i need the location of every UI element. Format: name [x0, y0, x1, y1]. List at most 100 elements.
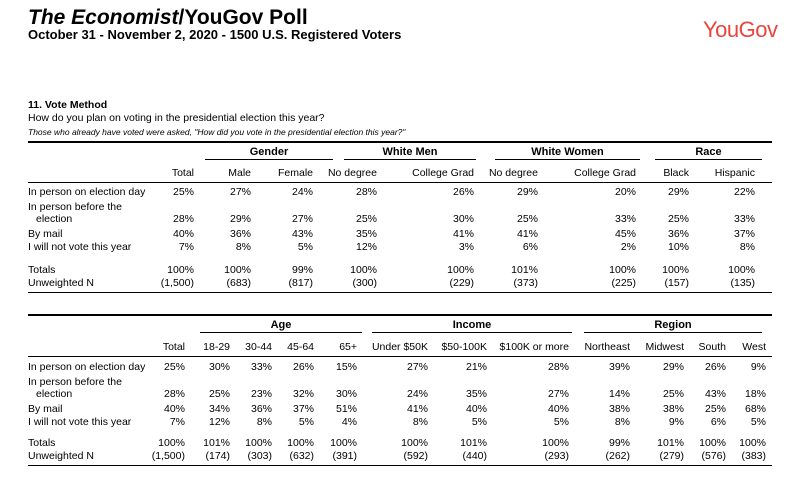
table-cell: 32%: [292, 388, 314, 400]
unweighted-n-cell: (174): [205, 450, 230, 462]
totals-cell: 101%: [203, 437, 230, 449]
table-cell: 28%: [163, 388, 185, 400]
column-header: Black: [663, 167, 689, 179]
table-cell: 26%: [292, 361, 314, 373]
table-cell: 24%: [406, 388, 428, 400]
table-cell: 36%: [250, 403, 272, 415]
yougov-logo: YouGov: [703, 17, 778, 42]
totals-cell: 100%: [699, 437, 726, 449]
table-cell: 25%: [208, 388, 230, 400]
table-cell: 3%: [458, 241, 474, 253]
totals-cell: 100%: [447, 264, 474, 276]
table-cell: 12%: [355, 241, 377, 253]
table-cell: 8%: [235, 241, 251, 253]
table-cell: 29%: [662, 361, 684, 373]
unweighted-n-cell: (683): [226, 277, 251, 289]
question-title: 11. Vote Method: [28, 99, 108, 111]
column-header: 65+: [339, 341, 357, 353]
row-label: election: [36, 213, 73, 225]
table-cell: 43%: [291, 228, 313, 240]
table-cell: 5%: [297, 241, 313, 253]
table-cell: 36%: [667, 228, 689, 240]
table-cell: 27%: [291, 213, 313, 225]
unweighted-n-cell: (135): [730, 277, 755, 289]
totals-cell: 100%: [224, 264, 251, 276]
table-cell: 39%: [608, 361, 630, 373]
row-label: I will not vote this year: [28, 241, 132, 253]
totals-cell: 100%: [728, 264, 755, 276]
table-cell: 30%: [452, 213, 474, 225]
table-cell: 37%: [292, 403, 314, 415]
row-label: Totals: [28, 264, 56, 276]
column-header: Total: [171, 167, 194, 179]
column-group-underline: [495, 159, 640, 160]
table-cell: 41%: [406, 403, 428, 415]
column-header: College Grad: [412, 167, 474, 179]
column-group-header: Gender: [249, 146, 289, 158]
table-cell: 8%: [412, 416, 428, 428]
table-cell: 28%: [547, 361, 569, 373]
poll-title: The Economist/YouGov Poll: [28, 6, 308, 29]
table-cell: 4%: [341, 416, 357, 428]
table-cell: 2%: [620, 241, 636, 253]
table-cell: 5%: [298, 416, 314, 428]
column-group-underline: [205, 159, 333, 160]
column-header: Northeast: [584, 341, 630, 353]
table-cell: 25%: [163, 361, 185, 373]
unweighted-n-cell: (632): [289, 450, 314, 462]
table-cell: 40%: [547, 403, 569, 415]
table-cell: 29%: [516, 186, 538, 198]
column-group-header: White Women: [531, 146, 604, 158]
unweighted-n-cell: (373): [513, 277, 538, 289]
column-group-header: Age: [270, 319, 292, 331]
totals-cell: 100%: [350, 264, 377, 276]
header-rule: [28, 356, 772, 357]
unweighted-n-cell: (262): [605, 450, 630, 462]
table-cell: 40%: [172, 228, 194, 240]
table-cell: 33%: [614, 213, 636, 225]
table-cell: 6%: [522, 241, 538, 253]
row-label: Unweighted N: [28, 450, 94, 462]
row-label: In person on election day: [28, 361, 146, 373]
column-header: Male: [228, 167, 251, 179]
column-group-header: Region: [654, 319, 692, 331]
row-label: In person before the: [28, 201, 122, 213]
unweighted-n-cell: (303): [247, 450, 272, 462]
row-label: Unweighted N: [28, 277, 94, 289]
table-cell: 38%: [662, 403, 684, 415]
unweighted-n-cell: (576): [701, 450, 726, 462]
table-cell: 29%: [667, 186, 689, 198]
row-label: election: [36, 388, 73, 400]
table-bottom-rule: [28, 465, 772, 466]
totals-cell: 100%: [245, 437, 272, 449]
table-cell: 7%: [178, 241, 194, 253]
row-label: In person before the: [28, 376, 122, 388]
table-cell: 38%: [608, 403, 630, 415]
totals-cell: 99%: [291, 264, 313, 276]
column-group-underline: [372, 332, 572, 333]
row-label: In person on election day: [28, 186, 146, 198]
table-cell: 18%: [744, 388, 766, 400]
table-cell: 20%: [614, 186, 636, 198]
table-cell: 30%: [335, 388, 357, 400]
table-cell: 26%: [704, 361, 726, 373]
question-note: Those who already have voted were asked,…: [28, 127, 406, 137]
table-cell: 43%: [704, 388, 726, 400]
totals-cell: 100%: [542, 437, 569, 449]
table-cell: 24%: [291, 186, 313, 198]
table-cell: 27%: [229, 186, 251, 198]
table-cell: 68%: [744, 403, 766, 415]
totals-cell: 100%: [167, 264, 194, 276]
table-bottom-rule: [28, 292, 772, 293]
unweighted-n-cell: (1,500): [160, 277, 194, 289]
table-cell: 30%: [208, 361, 230, 373]
column-header: South: [698, 341, 726, 353]
column-header: West: [742, 341, 766, 353]
table-cell: 41%: [452, 228, 474, 240]
column-group-header: White Men: [382, 146, 438, 158]
table-cell: 40%: [465, 403, 487, 415]
column-header: 18-29: [203, 341, 230, 353]
table-cell: 27%: [547, 388, 569, 400]
table-cell: 35%: [465, 388, 487, 400]
table-cell: 28%: [172, 213, 194, 225]
